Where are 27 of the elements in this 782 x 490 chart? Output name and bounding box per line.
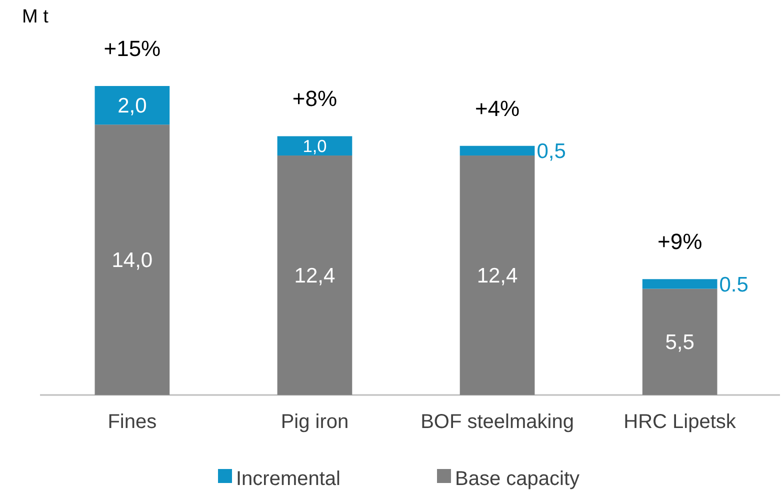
bar: [94, 124, 170, 395]
bar: [460, 146, 535, 156]
legend-label: Base capacity: [455, 468, 580, 490]
data-label: 12,4: [294, 264, 336, 288]
annotation: +4%: [474, 96, 520, 121]
y-axis-title: M t: [22, 6, 50, 28]
x-tick-label: BOF steelmaking: [420, 411, 574, 433]
data-label: 0,5: [536, 140, 566, 164]
bar: [277, 156, 352, 395]
bar: [460, 156, 535, 395]
legend-label: Incremental: [236, 468, 340, 490]
bar: [94, 86, 170, 125]
data-label: 0.5: [719, 273, 748, 296]
annotation: +8%: [292, 86, 338, 112]
bar: [277, 136, 352, 156]
annotation: +9%: [657, 229, 702, 254]
x-tick-label: Pig iron: [280, 411, 349, 433]
annotation: +15%: [104, 36, 161, 61]
x-tick-label: Fines: [108, 411, 157, 433]
data-label: 2,0: [118, 94, 147, 118]
data-label: 14,0: [112, 249, 153, 272]
data-label: 1,0: [302, 136, 327, 156]
bar: [642, 288, 718, 395]
bar: [642, 279, 718, 289]
x-tick-label: HRC Lipetsk: [624, 411, 737, 433]
data-label: 12,4: [476, 264, 518, 288]
data-label: 5,5: [665, 331, 694, 354]
